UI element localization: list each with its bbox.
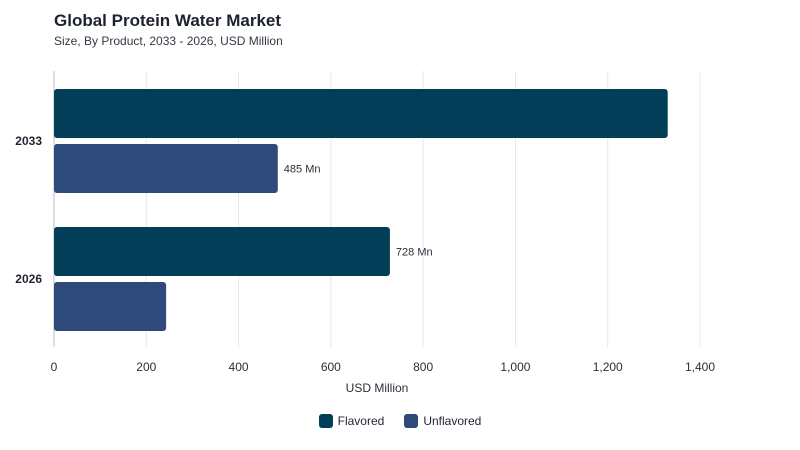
legend-label-unflavored: Unflavored (423, 414, 482, 428)
x-tick-label: 200 (136, 360, 156, 374)
legend-swatch-unflavored (404, 414, 419, 428)
legend-item-flavored[interactable]: Flavored (318, 414, 385, 428)
y-tick-label: 2026 (15, 272, 42, 286)
x-tick-label: 800 (413, 360, 433, 374)
bar-unflavored-2033 (54, 144, 278, 193)
data-label: 728 Mn (396, 247, 433, 259)
legend-swatch-flavored (318, 414, 333, 428)
data-label: 485 Mn (284, 164, 321, 176)
chart-title: Global Protein Water Market (54, 11, 282, 30)
x-tick-label: 400 (229, 360, 249, 374)
x-tick-label: 600 (321, 360, 341, 374)
x-axis-label: USD Million (346, 381, 409, 395)
legend: Flavored Unflavored (0, 414, 800, 428)
chart-subtitle: Size, By Product, 2033 - 2026, USD Milli… (54, 34, 283, 48)
legend-item-unflavored[interactable]: Unflavored (404, 414, 481, 428)
bar-flavored-2026 (54, 227, 390, 276)
x-tick-label: 1,400 (685, 360, 715, 374)
y-tick-label: 2033 (15, 134, 42, 148)
x-tick-label: 1,000 (500, 360, 530, 374)
bar-flavored-2033 (54, 89, 668, 138)
bar-unflavored-2026 (54, 282, 167, 331)
x-tick-label: 0 (51, 360, 58, 374)
x-tick-label: 1,200 (593, 360, 623, 374)
bar-chart: 485 Mn 2033 728 Mn 2026 0 200 400 600 800 1,000 1,… (15, 71, 715, 395)
legend-label-flavored: Flavored (337, 414, 385, 428)
